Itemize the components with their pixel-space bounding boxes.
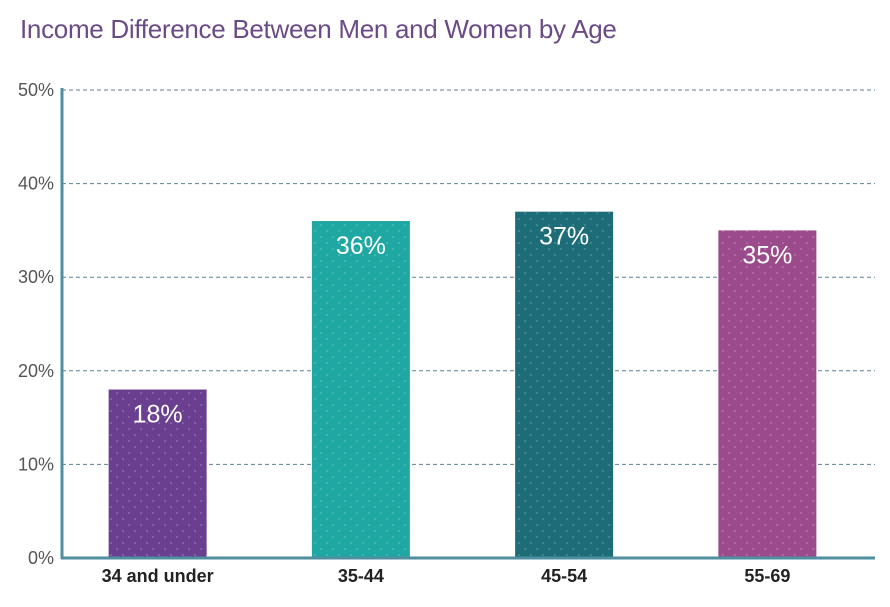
x-tick-label: 55-69 bbox=[744, 566, 790, 586]
y-tick-label: 30% bbox=[18, 267, 54, 287]
y-tick-label: 0% bbox=[28, 548, 54, 568]
bar-texture bbox=[311, 221, 410, 559]
x-tick-label: 35-44 bbox=[338, 566, 384, 586]
y-tick-label: 10% bbox=[18, 454, 54, 474]
data-label: 35% bbox=[742, 241, 792, 269]
bar-texture bbox=[718, 230, 817, 558]
x-tick-label: 45-54 bbox=[541, 566, 587, 586]
chart-title: Income Difference Between Men and Women … bbox=[20, 14, 617, 44]
x-tick-label: 34 and under bbox=[102, 566, 214, 586]
y-tick-label: 40% bbox=[18, 174, 54, 194]
labels: 0% 10% 20% 30% 40% 50% 18% 34 and under 36% 35-44… bbox=[18, 80, 792, 586]
bar-texture bbox=[515, 211, 614, 558]
y-tick-label: 50% bbox=[18, 80, 54, 100]
bars bbox=[108, 211, 817, 559]
data-label: 37% bbox=[539, 223, 589, 251]
data-label: 18% bbox=[133, 401, 183, 429]
bar-texture bbox=[108, 389, 207, 558]
y-tick-label: 20% bbox=[18, 361, 54, 381]
axes bbox=[60, 88, 875, 560]
data-label: 36% bbox=[336, 232, 386, 260]
